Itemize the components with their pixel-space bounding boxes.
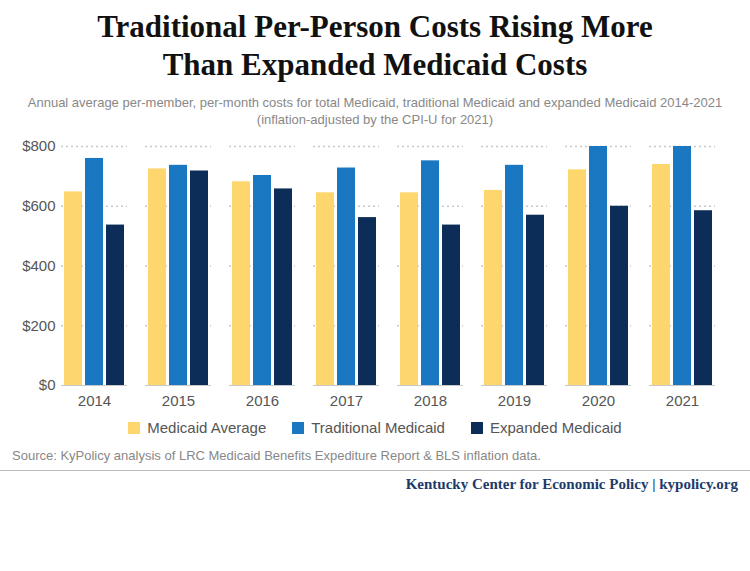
svg-text:2018: 2018	[414, 392, 447, 409]
html-text:Traditional Per-Person Costs R: Traditional Per-Person Costs Rising More…	[97, 9, 653, 82]
svg-text:2019: 2019	[498, 392, 531, 409]
svg-text:2015: 2015	[162, 392, 195, 409]
svg-text:2014: 2014	[78, 392, 111, 409]
svg-text:$400: $400	[22, 257, 55, 274]
html-text:Traditional Medicaid: Traditional Medicaid	[311, 419, 445, 436]
html-text:Source: KyPolicy analysis of L: Source: KyPolicy analysis of LRC Medicai…	[12, 448, 541, 463]
svg-text:$600: $600	[22, 197, 55, 214]
html-text:Expanded Medicaid: Expanded Medicaid	[489, 419, 622, 436]
svg-text:$800: $800	[22, 137, 55, 154]
svg-text:$0: $0	[39, 376, 56, 393]
svg-text:$200: $200	[22, 317, 55, 334]
svg-text:2021: 2021	[666, 392, 699, 409]
html-text:Annual average per-member, per: Annual average per-member, per-month cos…	[27, 95, 723, 127]
svg-text:2017: 2017	[330, 392, 363, 409]
svg-text:2020: 2020	[582, 392, 615, 409]
html-text:Medicaid Average: Medicaid Average	[147, 419, 267, 436]
html-text:Kentucky Center for Economic P: Kentucky Center for Economic Policy | ky…	[405, 476, 738, 492]
svg-text:2016: 2016	[246, 392, 279, 409]
